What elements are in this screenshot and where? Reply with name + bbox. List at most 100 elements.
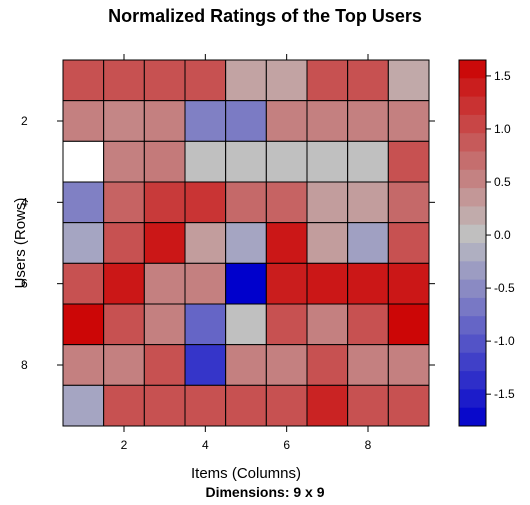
heatmap-cell	[347, 344, 389, 386]
heatmap-cell	[306, 181, 349, 224]
x-tick-label: 4	[202, 438, 209, 452]
heatmap-cell	[347, 181, 389, 224]
heatmap-cell	[184, 100, 227, 142]
heatmap-cell	[62, 181, 105, 224]
chart-subtitle: Dimensions: 9 x 9	[205, 484, 324, 500]
color-key-band	[459, 334, 486, 354]
heatmap-cell	[62, 140, 105, 183]
heatmap-cell	[306, 140, 349, 183]
heatmap-cell	[265, 384, 308, 427]
heatmap-cell	[225, 140, 267, 183]
color-key-band	[459, 206, 486, 226]
heatmap-cell	[265, 262, 308, 305]
x-tick-label: 6	[283, 438, 290, 452]
heatmap-cell	[225, 303, 267, 346]
heatmap-cells	[62, 59, 430, 427]
heatmap-cell	[184, 181, 227, 224]
heatmap-cell	[387, 222, 430, 264]
color-key-band	[459, 407, 486, 427]
heatmap-cell	[184, 140, 227, 183]
heatmap-cell	[184, 262, 227, 305]
color-key-band	[459, 371, 486, 390]
heatmap-cell	[306, 100, 349, 142]
chart-title: Normalized Ratings of the Top Users	[108, 6, 422, 26]
heatmap-cell	[62, 384, 105, 427]
color-key-band	[459, 243, 486, 262]
color-key-band	[459, 389, 486, 409]
heatmap-cell	[387, 384, 430, 427]
color-key-band	[459, 60, 486, 79]
color-key-band	[459, 316, 486, 335]
heatmap-cell	[184, 59, 227, 102]
heatmap-cell	[265, 344, 308, 386]
x-tick-label: 2	[121, 438, 128, 452]
heatmap-cell	[387, 344, 430, 386]
heatmap-cell	[143, 384, 186, 427]
color-key-band	[459, 114, 486, 134]
heatmap-cell	[347, 100, 389, 142]
color-key-band	[459, 279, 486, 299]
x-tick-label: 8	[365, 438, 372, 452]
heatmap-cell	[387, 100, 430, 142]
axis-ticks: 2 4 6 8 2 4 6 8	[21, 54, 435, 452]
heatmap-cell	[265, 222, 308, 264]
y-axis-label: Users (Rows)	[12, 198, 29, 289]
heatmap-cell	[143, 303, 186, 346]
color-key-label: 0.0	[494, 228, 511, 242]
heatmap-cell	[387, 140, 430, 183]
plot-frame	[62, 59, 430, 427]
heatmap-cell	[265, 140, 308, 183]
y-tick-label: 8	[21, 358, 28, 372]
color-key-band	[459, 297, 486, 317]
heatmap-cell	[103, 100, 145, 142]
heatmap-cell	[387, 181, 430, 224]
heatmap-cell	[265, 181, 308, 224]
color-key-label: 0.5	[494, 175, 511, 189]
heatmap-cell	[62, 59, 105, 102]
heatmap-cell	[184, 344, 227, 386]
y-tick-label: 2	[21, 114, 28, 128]
heatmap-cell	[103, 222, 145, 264]
color-key-label: 1.5	[494, 69, 511, 83]
color-key-band	[459, 96, 486, 116]
heatmap-cell	[143, 59, 186, 102]
heatmap-cell	[62, 303, 105, 346]
heatmap-cell	[62, 262, 105, 305]
color-key-band	[459, 261, 486, 281]
heatmap-cell	[306, 222, 349, 264]
heatmap-cell	[143, 344, 186, 386]
color-key-label: -0.5	[494, 281, 515, 295]
heatmap-cell	[306, 344, 349, 386]
y-tick-label: 4	[21, 195, 28, 209]
heatmap-cell	[62, 344, 105, 386]
color-key: 1.5 1.0 0.5 0.0 -0.5 -1.0 -1.5	[458, 59, 515, 427]
heatmap-cell	[347, 222, 389, 264]
y-tick-label: 6	[21, 277, 28, 291]
heatmap-cell	[184, 303, 227, 346]
x-axis-label: Items (Columns)	[191, 465, 301, 482]
heatmap-cell	[306, 384, 349, 427]
heatmap-cell	[225, 262, 267, 305]
heatmap-cell	[387, 262, 430, 305]
heatmap-cell	[103, 384, 145, 427]
heatmap-cell	[387, 303, 430, 346]
heatmap-cell	[347, 262, 389, 305]
heatmap-cell	[225, 222, 267, 264]
heatmap-cell	[225, 100, 267, 142]
color-key-band	[459, 133, 486, 152]
heatmap-cell	[347, 140, 389, 183]
heatmap-cell	[143, 100, 186, 142]
heatmap-cell	[143, 262, 186, 305]
heatmap-cell	[103, 59, 145, 102]
heatmap-cell	[306, 262, 349, 305]
heatmap-cell	[225, 384, 267, 427]
heatmap-cell	[265, 303, 308, 346]
heatmap-cell	[225, 59, 267, 102]
color-key-label: -1.0	[494, 334, 515, 348]
heatmap-cell	[103, 262, 145, 305]
color-key-label: 1.0	[494, 122, 511, 136]
heatmap-cell	[387, 59, 430, 102]
color-key-band	[459, 188, 486, 207]
color-key-band	[459, 224, 486, 244]
heatmap-cell	[143, 181, 186, 224]
